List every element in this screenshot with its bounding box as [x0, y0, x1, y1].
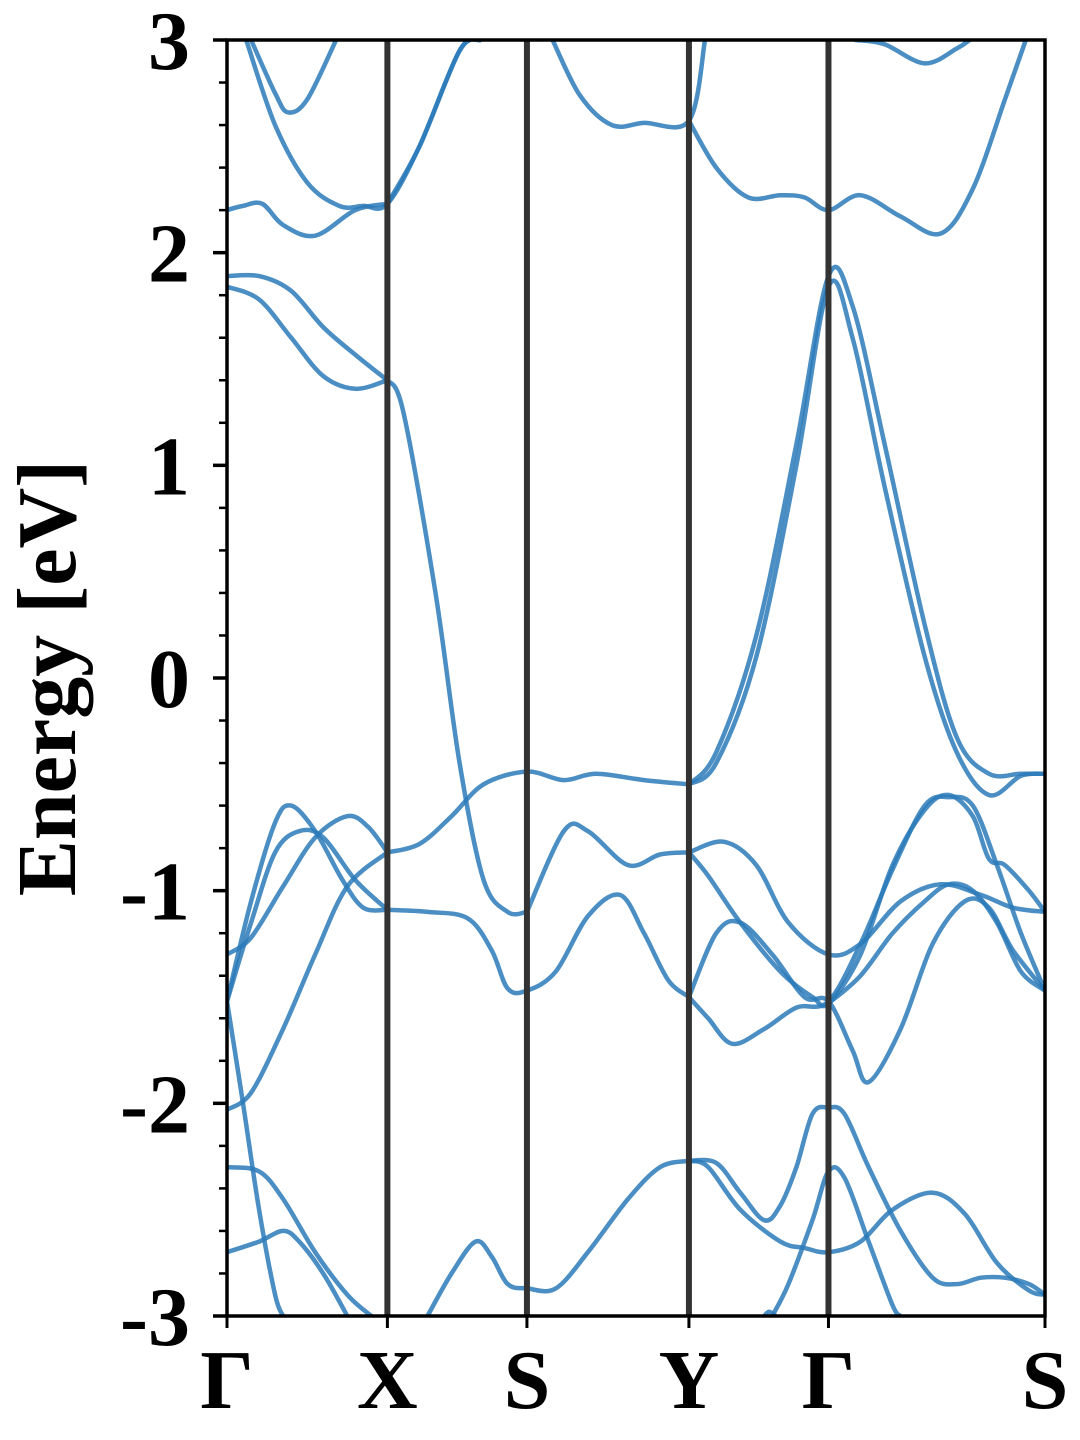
- band-line: [853, 40, 972, 66]
- x-tick-label: S: [504, 1334, 551, 1427]
- band-line: [826, 881, 1045, 1006]
- band-line: [227, 999, 286, 1316]
- y-ticks-group: 3 2 1 0 -1 -2 -3: [120, 0, 227, 1364]
- x-tick-label: X: [357, 1334, 418, 1427]
- y-tick-label: 2: [148, 208, 190, 301]
- band-line: [686, 1158, 1045, 1297]
- band-line: [227, 272, 390, 383]
- band-line: [686, 278, 1045, 798]
- band-line: [227, 803, 390, 1004]
- band-line: [385, 40, 483, 207]
- band-line: [227, 813, 390, 957]
- band-line: [425, 1158, 692, 1316]
- band-line: [227, 1228, 350, 1316]
- y-axis-label: Energy [eV]: [1, 460, 94, 896]
- y-tick-label: -1: [120, 846, 190, 939]
- x-tick-label: S: [1022, 1334, 1069, 1427]
- y-tick-label: -3: [120, 1271, 190, 1364]
- band-line: [385, 378, 530, 917]
- kpath-lines-group: [384, 40, 832, 1316]
- y-tick-label: 3: [148, 0, 190, 88]
- band-line: [770, 1165, 903, 1316]
- band-line: [524, 821, 692, 915]
- y-tick-label: 0: [148, 633, 190, 726]
- band-line: [686, 794, 1045, 1047]
- y-tick-label: -2: [120, 1058, 190, 1151]
- x-tick-label: Y: [659, 1334, 720, 1427]
- band-line: [686, 40, 1029, 237]
- band-line: [227, 850, 390, 1112]
- band-line: [686, 265, 1045, 787]
- y-tick-label: 1: [148, 420, 190, 513]
- band-line: [248, 40, 339, 115]
- band-line: [227, 284, 390, 392]
- band-line: [550, 40, 708, 130]
- band-line: [227, 200, 390, 239]
- band-line: [227, 1164, 374, 1316]
- band-line: [243, 40, 483, 211]
- band-line: [686, 1104, 1045, 1297]
- x-tick-label: Γ: [802, 1334, 855, 1427]
- band-line: [385, 892, 692, 1000]
- bands-group: [227, 40, 1045, 1316]
- x-tick-label: Γ: [200, 1334, 253, 1427]
- band-line: [385, 769, 692, 855]
